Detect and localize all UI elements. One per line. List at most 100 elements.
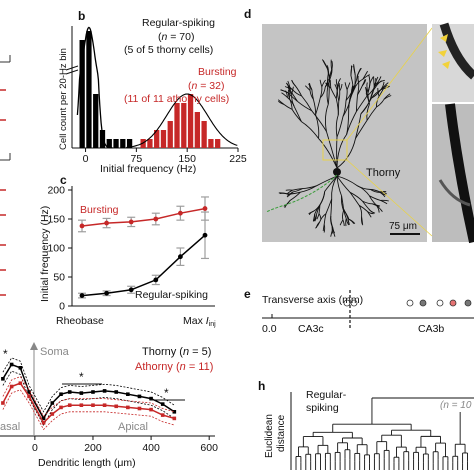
c-point bbox=[202, 232, 208, 238]
basal-dendrite bbox=[341, 195, 345, 210]
b-legend-bursting-n: (n = 32) bbox=[188, 80, 225, 92]
b-bar-bursting bbox=[187, 94, 194, 148]
apical-dendrite bbox=[321, 79, 326, 87]
f-x-tick-label: 200 bbox=[84, 442, 102, 454]
b-x-label: Initial frequency (Hz) bbox=[100, 163, 196, 175]
b-bar-bursting bbox=[154, 130, 160, 148]
b-bar-bursting bbox=[160, 130, 167, 148]
b-x-tick-label: 75 bbox=[131, 153, 143, 165]
basal-dendrite bbox=[283, 200, 291, 207]
basal-dendrite bbox=[362, 200, 373, 205]
b-bar-bursting bbox=[147, 139, 153, 148]
apical-dendrite bbox=[348, 88, 355, 109]
c-legend-regular: Regular-spiking bbox=[135, 289, 208, 301]
neuron-image-bg bbox=[262, 24, 427, 242]
apical-dendrite bbox=[329, 80, 332, 89]
b-legend-regular: Regular-spiking bbox=[142, 17, 215, 29]
basal-dendrite bbox=[362, 200, 370, 210]
apical-dendrite bbox=[287, 92, 298, 102]
basal-dendrite bbox=[345, 218, 347, 227]
b-bar-bursting bbox=[140, 139, 146, 148]
f-point bbox=[114, 390, 119, 394]
basal-dendrite bbox=[343, 208, 347, 219]
f-sem-lower bbox=[2, 370, 175, 426]
f-point bbox=[59, 392, 63, 396]
zoom-line-top bbox=[346, 27, 433, 141]
apical-dendrite bbox=[325, 64, 329, 74]
apical-dendrite bbox=[356, 95, 368, 112]
basal-dendrite bbox=[342, 219, 345, 227]
panel-label-c: c bbox=[60, 173, 67, 187]
apical-dendrite bbox=[366, 104, 370, 121]
apical-dendrite bbox=[319, 86, 323, 98]
apical-dendrite bbox=[339, 83, 343, 92]
f-point bbox=[18, 366, 23, 370]
apical-dendrite bbox=[311, 89, 314, 100]
basal-dendrite bbox=[319, 191, 326, 206]
apical-dendrite bbox=[288, 97, 293, 110]
basal-dendrite bbox=[308, 210, 315, 215]
basal-dendrite bbox=[336, 175, 351, 193]
f-sem-upper bbox=[2, 376, 175, 417]
apical-dendrite bbox=[362, 79, 367, 86]
f-point bbox=[126, 392, 130, 396]
apical-dendrite bbox=[301, 121, 319, 139]
apical-dendrite bbox=[378, 88, 384, 97]
f-star-3: * bbox=[164, 386, 169, 400]
b-bar-bursting bbox=[181, 103, 187, 148]
basal-dendrite bbox=[318, 213, 322, 220]
apical-dendrite bbox=[350, 65, 352, 76]
panel-b-histogram: 0 75 150 225 bbox=[65, 26, 247, 165]
panel-a-remnant bbox=[0, 55, 11, 296]
basal-dendrite bbox=[302, 185, 317, 190]
h-y-label-1: Euclidean bbox=[264, 414, 275, 458]
apical-dendrite bbox=[367, 83, 371, 92]
b-x-tick-label: 0 bbox=[83, 153, 89, 165]
apical-dendrite bbox=[301, 95, 313, 111]
apical-dendrite bbox=[278, 100, 285, 105]
f-point bbox=[50, 401, 55, 405]
b-bar-bursting bbox=[215, 139, 221, 148]
panel-label-h: h bbox=[258, 379, 265, 393]
f-point bbox=[172, 410, 177, 414]
basal-dendrite bbox=[369, 195, 381, 201]
apical-dendrite bbox=[319, 86, 326, 99]
basal-dendrite bbox=[370, 189, 381, 193]
c-point bbox=[153, 277, 159, 283]
basal-dendrite bbox=[313, 213, 316, 222]
apical-dendrite bbox=[362, 70, 368, 80]
c-line-bursting bbox=[81, 207, 206, 227]
f-x-tick-label: 0 bbox=[32, 442, 38, 454]
inset-dendrite-branch bbox=[438, 179, 471, 207]
apical-dendrite bbox=[297, 100, 312, 112]
spine-arrows bbox=[438, 34, 450, 69]
f-point bbox=[9, 384, 14, 389]
c-point bbox=[202, 206, 208, 211]
f-point bbox=[50, 412, 55, 416]
f-point bbox=[9, 362, 14, 367]
basal-dendrite bbox=[336, 175, 358, 186]
basal-dendrite bbox=[318, 204, 321, 214]
b-bar-regular bbox=[93, 94, 99, 148]
apical-dendrite bbox=[376, 99, 385, 108]
f-point bbox=[114, 404, 119, 409]
b-y-label: Cell count per 20-Hz bin bbox=[58, 48, 69, 150]
apical-dendrite bbox=[373, 76, 379, 86]
basal-dendrite bbox=[348, 218, 355, 224]
panel-label-b: b bbox=[78, 9, 85, 23]
h-label-regular-2: spiking bbox=[306, 402, 339, 414]
apical-dendrite bbox=[335, 98, 339, 115]
basal-dendrite bbox=[342, 210, 344, 221]
basal-dendrite bbox=[330, 215, 334, 229]
apical-dendrite bbox=[336, 116, 344, 138]
basal-dendrite bbox=[368, 208, 375, 214]
panel-label-d: d bbox=[244, 7, 251, 21]
apical-dendrite bbox=[304, 85, 311, 91]
basal-dendrite bbox=[325, 198, 333, 214]
apical-dendrite bbox=[350, 75, 354, 89]
f-point bbox=[91, 390, 95, 394]
b-bar-regular bbox=[99, 130, 106, 148]
f-point bbox=[102, 403, 107, 407]
apical-dendrite bbox=[370, 85, 375, 99]
panel-c-lineplot: 0 50 100 150 200 bbox=[47, 185, 215, 313]
